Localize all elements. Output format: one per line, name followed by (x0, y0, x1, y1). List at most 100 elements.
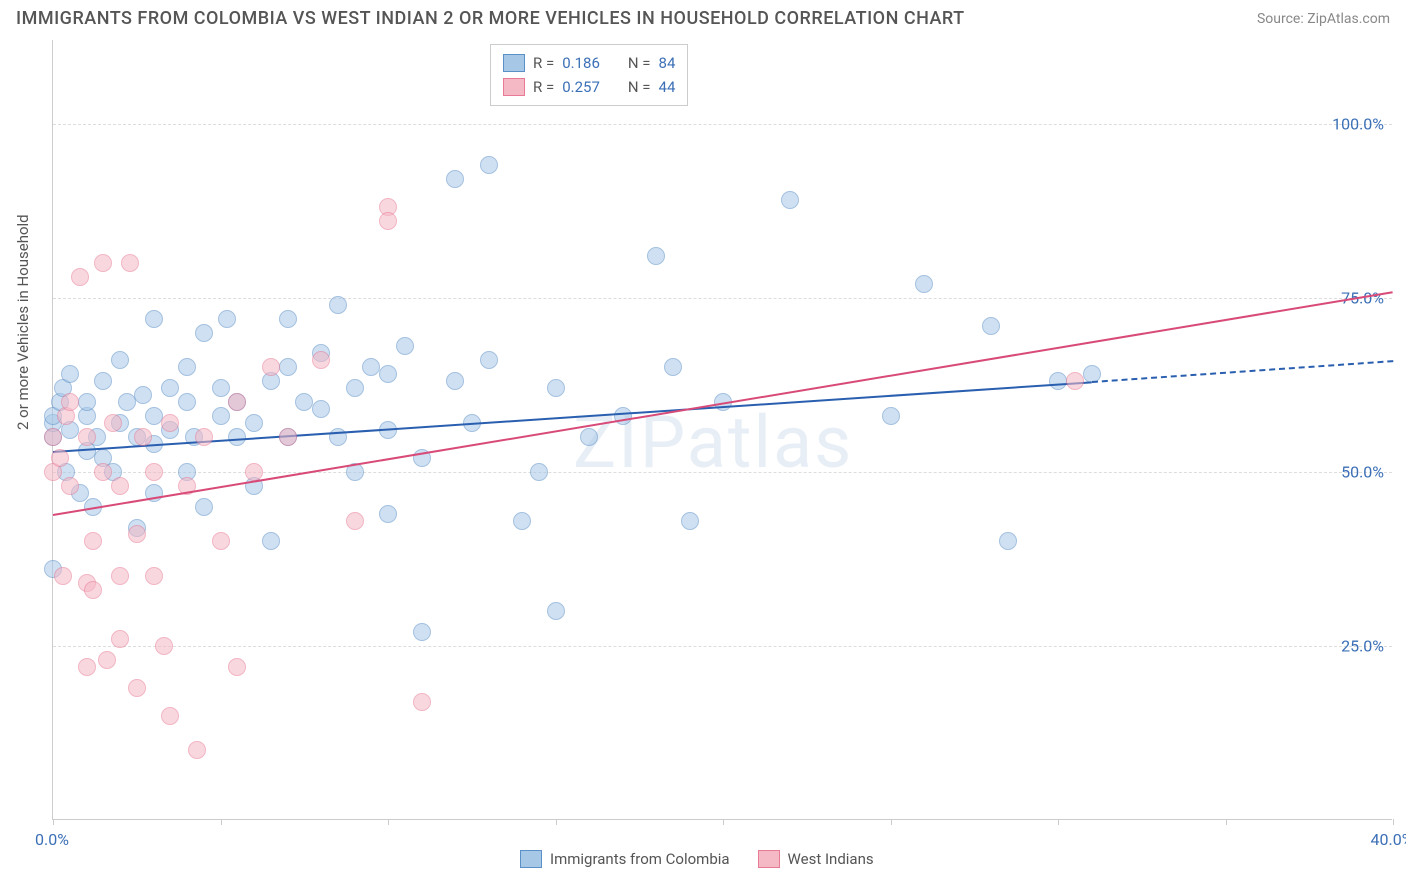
x-tick (1226, 819, 1227, 825)
data-point (346, 512, 364, 530)
x-tick (388, 819, 389, 825)
x-tick (891, 819, 892, 825)
data-point (78, 393, 96, 411)
swatch-series1 (503, 54, 525, 72)
data-point (98, 651, 116, 669)
data-point (228, 428, 246, 446)
data-point (262, 358, 280, 376)
data-point (61, 477, 79, 495)
data-point (161, 414, 179, 432)
data-point (312, 400, 330, 418)
n-value-1: 84 (659, 51, 676, 75)
data-point (145, 407, 163, 425)
data-point (218, 310, 236, 328)
data-point (982, 317, 1000, 335)
x-tick (1058, 819, 1059, 825)
data-point (104, 414, 122, 432)
data-point (681, 512, 699, 530)
data-point (915, 275, 933, 293)
data-point (295, 393, 313, 411)
r-label: R = (533, 51, 554, 75)
swatch-series2 (503, 78, 525, 96)
data-point (781, 191, 799, 209)
legend-label-2: West Indians (788, 850, 874, 868)
data-point (379, 505, 397, 523)
data-point (379, 212, 397, 230)
x-tick (1393, 819, 1394, 825)
data-point (195, 428, 213, 446)
data-point (228, 658, 246, 676)
data-point (262, 532, 280, 550)
n-label: N = (628, 51, 651, 75)
n-label-2: N = (628, 75, 651, 99)
data-point (118, 393, 136, 411)
r-value-1: 0.186 (562, 51, 600, 75)
correlation-legend: R = 0.186 N = 84 R = 0.257 N = 44 (490, 44, 688, 106)
data-point (145, 463, 163, 481)
data-point (999, 532, 1017, 550)
data-point (329, 296, 347, 314)
data-point (882, 407, 900, 425)
r-label-2: R = (533, 75, 554, 99)
x-tick (53, 819, 54, 825)
data-point (161, 707, 179, 725)
data-point (51, 449, 69, 467)
data-point (94, 372, 112, 390)
data-point (664, 358, 682, 376)
data-point (155, 637, 173, 655)
data-point (212, 407, 230, 425)
data-point (547, 379, 565, 397)
source-label: Source: ZipAtlas.com (1257, 11, 1390, 27)
data-point (212, 532, 230, 550)
data-point (1066, 372, 1084, 390)
data-point (61, 365, 79, 383)
data-point (44, 428, 62, 446)
data-point (61, 393, 79, 411)
x-tick-label: 0.0% (35, 830, 69, 849)
y-tick-label: 100.0% (1332, 114, 1384, 133)
trend-line (1091, 360, 1393, 383)
data-point (84, 581, 102, 599)
data-point (188, 741, 206, 759)
data-point (279, 428, 297, 446)
data-point (84, 532, 102, 550)
data-point (134, 428, 152, 446)
chart-title: IMMIGRANTS FROM COLOMBIA VS WEST INDIAN … (16, 8, 965, 29)
data-point (178, 358, 196, 376)
data-point (94, 254, 112, 272)
data-point (78, 428, 96, 446)
data-point (480, 351, 498, 369)
data-point (547, 602, 565, 620)
r-value-2: 0.257 (562, 75, 600, 99)
data-point (513, 512, 531, 530)
data-point (245, 463, 263, 481)
data-point (121, 254, 139, 272)
data-point (111, 351, 129, 369)
data-point (212, 379, 230, 397)
swatch-bottom-2 (758, 850, 780, 868)
data-point (396, 337, 414, 355)
data-point (128, 525, 146, 543)
data-point (446, 170, 464, 188)
data-point (145, 310, 163, 328)
data-point (647, 247, 665, 265)
data-point (245, 414, 263, 432)
legend-label-1: Immigrants from Colombia (550, 850, 730, 868)
series-legend: Immigrants from Colombia West Indians (520, 850, 874, 868)
data-point (346, 379, 364, 397)
data-point (279, 310, 297, 328)
data-point (111, 477, 129, 495)
data-point (480, 156, 498, 174)
data-point (379, 365, 397, 383)
data-point (178, 393, 196, 411)
n-value-2: 44 (659, 75, 676, 99)
gridline (53, 646, 1392, 647)
trend-line (53, 291, 1393, 516)
data-point (161, 379, 179, 397)
data-point (614, 407, 632, 425)
data-point (195, 324, 213, 342)
data-point (128, 679, 146, 697)
data-point (145, 567, 163, 585)
data-point (279, 358, 297, 376)
data-point (111, 630, 129, 648)
